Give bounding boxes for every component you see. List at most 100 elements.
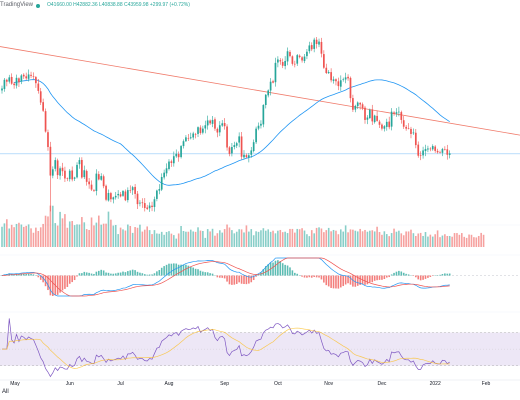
- candle-body: [228, 147, 231, 154]
- macd-histogram-bar: [27, 273, 30, 276]
- candle-body: [221, 123, 224, 126]
- candle-body: [298, 55, 301, 58]
- volume-bar: [473, 237, 475, 247]
- volume-bar: [219, 230, 221, 247]
- candle: [323, 50, 325, 69]
- macd-histogram-bar: [393, 272, 395, 276]
- macd-histogram-bar: [37, 275, 40, 278]
- candle-body: [124, 191, 127, 201]
- candle-body: [325, 67, 328, 74]
- volume-bar: [216, 233, 219, 247]
- candle-body: [107, 192, 110, 201]
- macd-histogram-bar: [134, 270, 136, 276]
- volume-bar: [388, 236, 390, 247]
- candle: [160, 173, 163, 192]
- volume-bar: [444, 234, 446, 247]
- volume-bar: [102, 223, 105, 247]
- volume-bar: [192, 231, 194, 247]
- volume-bar: [231, 230, 233, 247]
- macd-histogram-bar: [202, 271, 204, 276]
- volume-bar: [424, 232, 427, 247]
- volume-bar: [402, 235, 405, 247]
- candle: [226, 124, 228, 151]
- volume-bar: [289, 228, 291, 247]
- candle: [240, 131, 243, 160]
- candle: [446, 144, 449, 160]
- candle: [337, 77, 340, 91]
- macd-histogram-bar: [160, 267, 163, 276]
- candle-body: [436, 150, 439, 153]
- macd-histogram-bar: [98, 270, 100, 276]
- volume-bar: [431, 236, 434, 247]
- candle: [141, 198, 144, 208]
- candle: [39, 87, 42, 105]
- candle-body: [260, 123, 262, 126]
- macd-histogram-bar: [141, 273, 144, 276]
- range-all-button[interactable]: All: [2, 389, 9, 395]
- candle: [20, 74, 23, 85]
- candle-body: [90, 184, 93, 190]
- macd-histogram-bar: [219, 275, 221, 278]
- volume-bar: [412, 233, 415, 247]
- candle-body: [306, 51, 308, 57]
- candle-body: [129, 190, 132, 191]
- volume-bar: [248, 231, 250, 247]
- macd-histogram-bar: [71, 275, 73, 283]
- volume-bar: [88, 229, 90, 247]
- candle: [400, 110, 403, 124]
- macd-histogram-bar: [424, 275, 427, 279]
- volume-bar: [327, 227, 330, 247]
- rsi-pane[interactable]: [0, 318, 520, 378]
- macd-histogram-bar: [8, 273, 11, 276]
- candle: [122, 189, 124, 197]
- volume-bar: [361, 231, 364, 247]
- macd-histogram-bar: [277, 260, 279, 276]
- macd-histogram-bar: [197, 269, 199, 276]
- volume-bar: [158, 233, 161, 247]
- macd-histogram-bar: [42, 275, 44, 283]
- candle-body: [136, 193, 139, 205]
- candle-body: [141, 202, 144, 204]
- volume-bar: [10, 224, 13, 247]
- macd-histogram-bar: [56, 275, 59, 295]
- candle: [117, 190, 120, 199]
- candle: [64, 166, 66, 182]
- macd-histogram-bar: [180, 264, 182, 276]
- candle: [444, 146, 446, 151]
- candle: [93, 189, 95, 192]
- volume-bar: [468, 234, 470, 247]
- candle: [194, 132, 197, 139]
- volume-bar: [131, 232, 134, 247]
- macd-histogram-bar: [419, 275, 422, 281]
- candle-body: [218, 125, 221, 133]
- macd-histogram-bar: [206, 272, 209, 276]
- candle: [332, 76, 335, 84]
- macd-histogram-bar: [315, 275, 318, 278]
- candle: [279, 58, 282, 65]
- candle: [327, 70, 330, 74]
- volume-pane[interactable]: [1, 205, 485, 247]
- candle-body: [216, 128, 219, 133]
- candle: [383, 125, 386, 132]
- candle: [352, 94, 354, 113]
- candle: [255, 126, 257, 144]
- candle: [199, 125, 202, 135]
- macd-pane[interactable]: [0, 257, 520, 297]
- volume-bar: [228, 227, 231, 247]
- candle-body: [81, 159, 83, 178]
- volume-bar: [124, 230, 127, 247]
- candle: [88, 177, 90, 189]
- candle: [385, 118, 388, 131]
- candle: [393, 111, 395, 116]
- candle-body: [383, 126, 386, 129]
- price-pane[interactable]: [0, 37, 520, 212]
- candle: [131, 185, 134, 195]
- candle-body: [3, 79, 6, 90]
- candle-body: [393, 112, 395, 114]
- trendline: [0, 46, 520, 136]
- candle: [44, 108, 47, 133]
- volume-bar: [105, 223, 107, 247]
- candle: [272, 79, 274, 84]
- macd-histogram-bar: [114, 273, 117, 276]
